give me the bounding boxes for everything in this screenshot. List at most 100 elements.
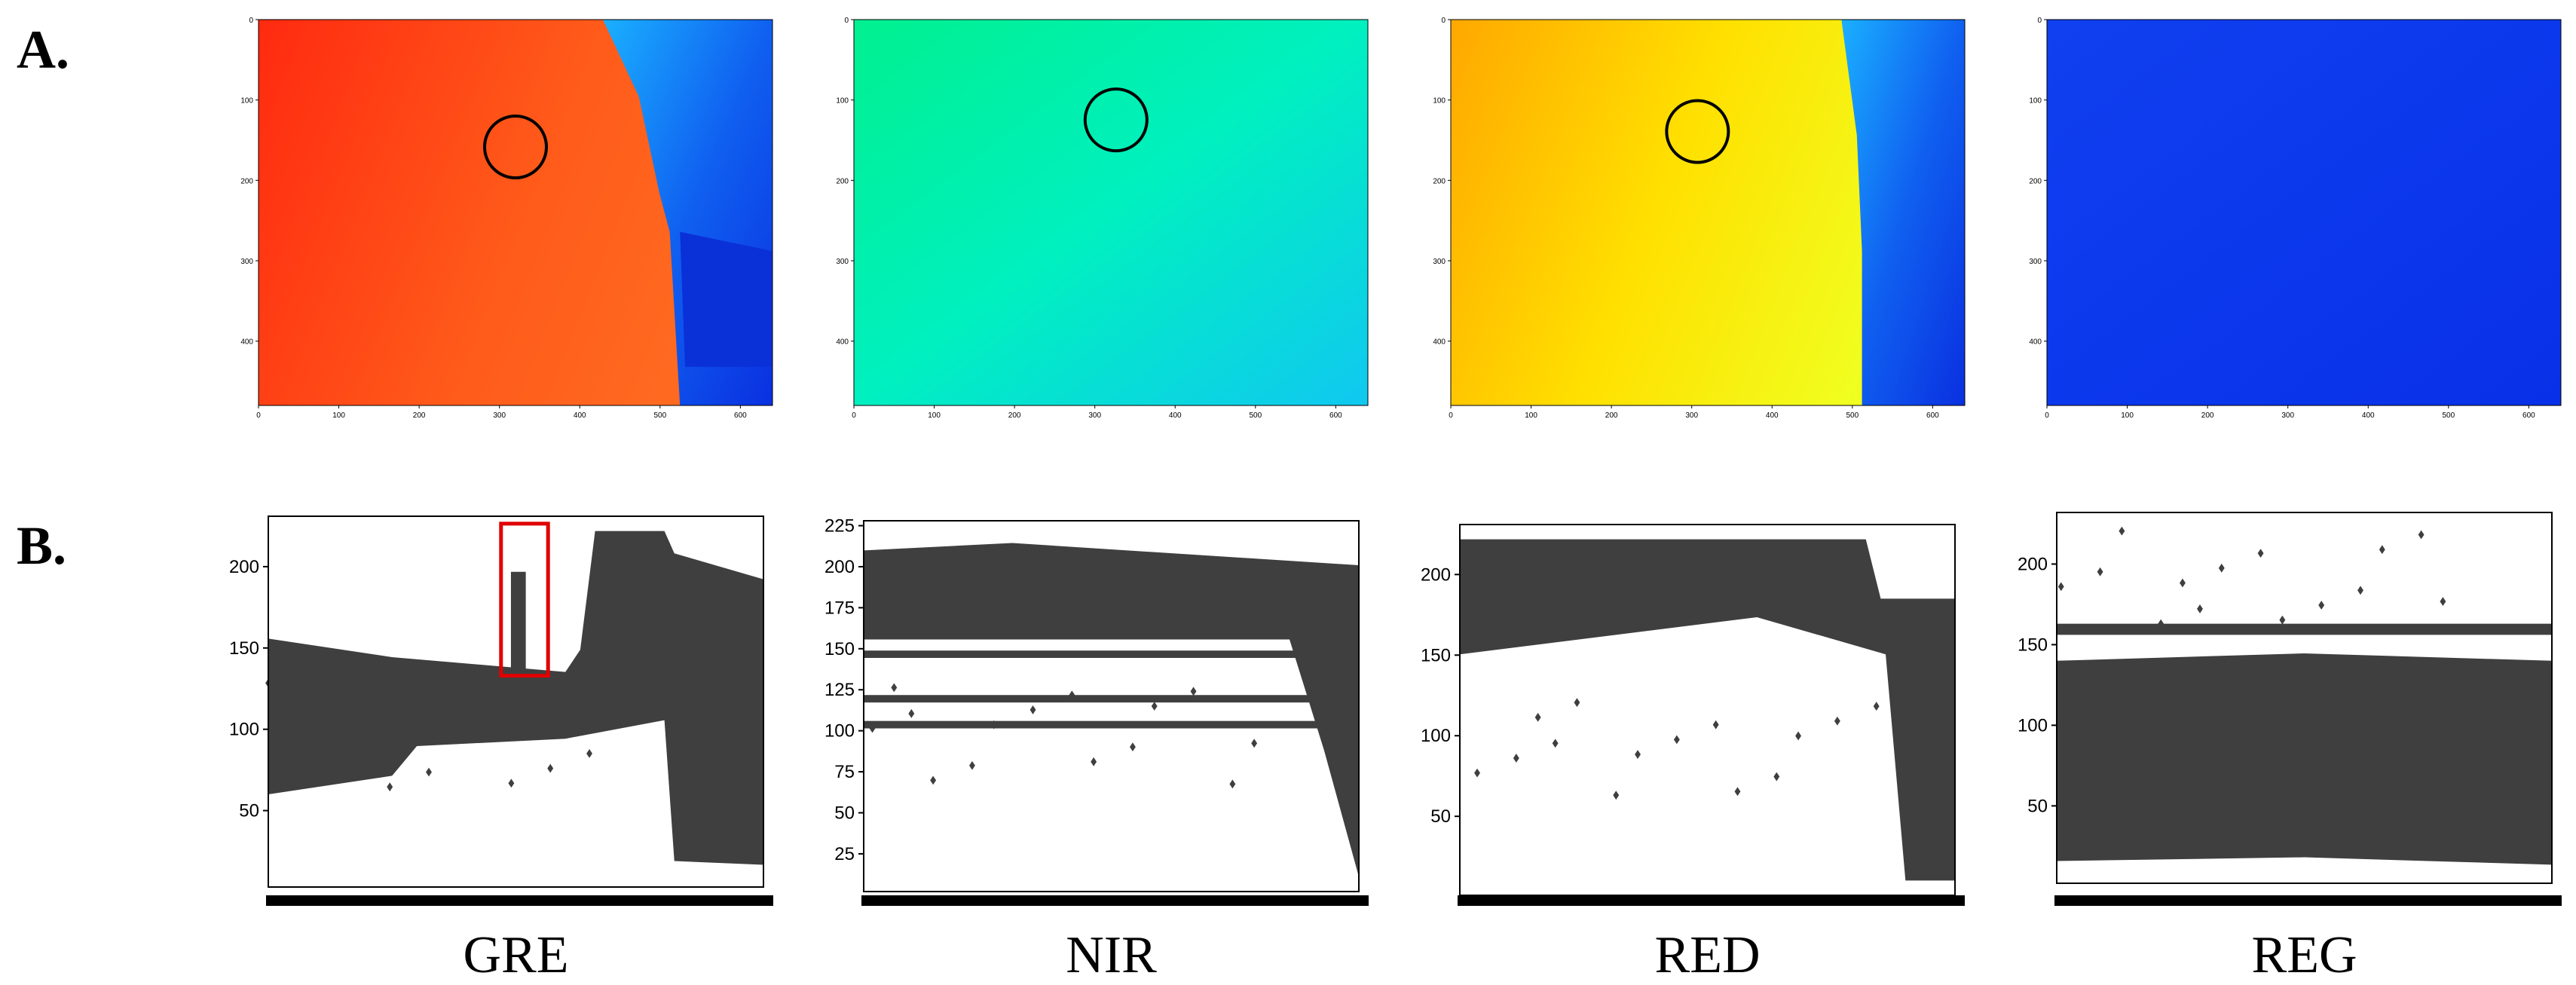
highlight-circle: [1083, 87, 1149, 153]
x-tick-label: 500: [1846, 411, 1859, 420]
y-tick-label: 300: [1433, 258, 1446, 266]
y-tick-label: 175: [825, 598, 855, 618]
outlier: [387, 782, 393, 792]
outlier: [647, 693, 653, 702]
outlier: [426, 767, 432, 777]
x-tick-label: 300: [493, 411, 506, 420]
outlier: [668, 760, 675, 769]
panel-label: B.: [17, 515, 66, 576]
y-tick-label: 150: [2018, 635, 2048, 655]
y-tick-label: 200: [2018, 554, 2048, 574]
x-tick-label: 600: [734, 411, 747, 420]
x-tick-label: 500: [1249, 411, 1262, 420]
outlier: [2218, 563, 2225, 573]
outlier: [326, 730, 332, 740]
box-distribution: [2057, 623, 2552, 635]
y-tick-label: 100: [1433, 97, 1446, 106]
outlier: [968, 760, 975, 770]
y-tick-label: 100: [240, 97, 253, 106]
outlier: [1534, 712, 1541, 722]
y-tick-label: 150: [825, 639, 855, 659]
outlier: [891, 683, 898, 693]
outlier: [586, 748, 592, 758]
outlier: [930, 775, 937, 785]
y-tick-label: 300: [2029, 258, 2042, 266]
heatmap-region: [1451, 20, 1965, 405]
category-label: RED: [1655, 926, 1761, 984]
y-tick-label: 300: [836, 258, 849, 266]
y-tick-label: 50: [239, 801, 259, 821]
highlight-circle: [1665, 99, 1730, 164]
outlier: [1635, 750, 1641, 759]
x-tick-label: 400: [2362, 411, 2375, 420]
y-tick-label: 400: [2029, 338, 2042, 347]
x-tick-label: 600: [1926, 411, 1939, 420]
x-tick-label: 500: [653, 411, 666, 420]
outlier: [2440, 597, 2446, 606]
y-tick-label: 50: [1430, 806, 1451, 827]
heatmap-region: [2047, 20, 2561, 405]
outlier: [2357, 586, 2363, 595]
y-tick-label: 50: [2027, 796, 2048, 816]
x-tick-label: 600: [1329, 411, 1342, 420]
category-label: GRE: [463, 926, 569, 984]
outlier: [1834, 716, 1840, 726]
box-distribution: [510, 571, 526, 672]
outlier: [1795, 731, 1802, 741]
box-distribution: [864, 650, 1359, 659]
outlier: [2318, 601, 2325, 610]
outlier: [1251, 739, 1258, 748]
category-label: NIR: [1066, 926, 1157, 984]
y-tick-label: 100: [229, 720, 259, 740]
y-tick-label: 125: [825, 680, 855, 700]
y-tick-label: 200: [1421, 564, 1451, 585]
y-tick-label: 150: [1421, 645, 1451, 665]
outlier: [1773, 772, 1780, 782]
y-tick-label: 100: [825, 721, 855, 742]
plot-frame: [268, 515, 764, 888]
y-tick-label: 0: [1441, 17, 1446, 25]
outlier: [2097, 567, 2103, 577]
y-tick-label: 200: [1433, 177, 1446, 185]
outlier: [1873, 702, 1880, 711]
category-label: REG: [2252, 926, 2357, 984]
outlier: [1069, 690, 1075, 700]
x-tick-label: 100: [928, 411, 941, 420]
plot-frame: [2056, 512, 2553, 884]
box-distribution: [864, 543, 1359, 877]
outlier: [1190, 687, 1197, 696]
y-tick-label: 200: [825, 557, 855, 577]
outlier: [869, 723, 876, 733]
x-tick-label: 300: [2281, 411, 2294, 420]
x-tick-label: 0: [1449, 411, 1453, 420]
x-axis-bar: [2054, 895, 2562, 906]
y-tick-label: 225: [825, 516, 855, 537]
outlier: [1712, 720, 1719, 730]
outlier: [1474, 768, 1480, 778]
x-tick-label: 200: [1605, 411, 1618, 420]
x-tick-label: 200: [1008, 411, 1021, 420]
x-tick-label: 400: [1169, 411, 1182, 420]
outlier: [2158, 619, 2165, 629]
box-distribution: [864, 695, 1345, 703]
x-tick-label: 100: [1525, 411, 1537, 420]
outlier: [1552, 739, 1559, 748]
outlier: [2418, 530, 2425, 540]
box-distribution: [268, 531, 763, 865]
x-tick-label: 400: [574, 411, 586, 420]
heatmap-frame: [1450, 19, 1966, 406]
y-tick-label: 0: [2037, 17, 2042, 25]
y-tick-label: 200: [2029, 177, 2042, 185]
outlier: [508, 779, 515, 788]
outlier: [447, 727, 454, 736]
outlier: [2279, 615, 2286, 625]
outlier: [2180, 578, 2186, 588]
plot-frame: [863, 520, 1360, 892]
y-tick-label: 0: [249, 17, 253, 25]
y-tick-label: 400: [240, 338, 253, 347]
heatmap-frame: [2046, 19, 2562, 406]
x-tick-label: 200: [2201, 411, 2214, 420]
y-tick-label: 0: [844, 17, 849, 25]
y-tick-label: 200: [240, 177, 253, 185]
outlier: [486, 711, 493, 721]
